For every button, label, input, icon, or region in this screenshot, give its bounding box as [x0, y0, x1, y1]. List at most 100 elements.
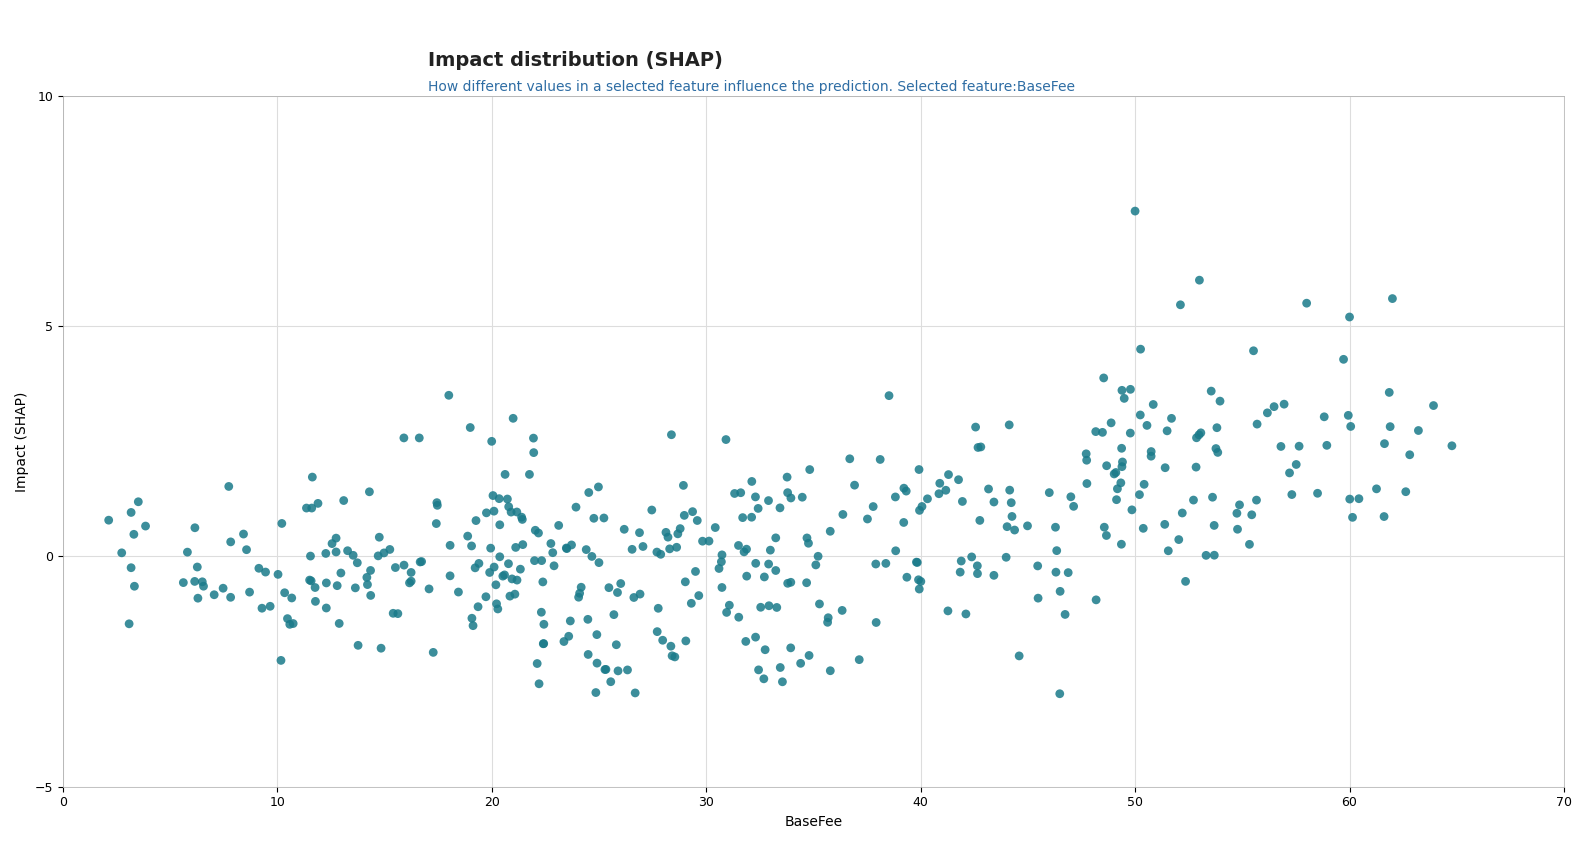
Point: [703, 521, 728, 534]
Point: [121, 528, 146, 541]
Point: [357, 485, 382, 499]
Point: [406, 431, 432, 445]
Point: [892, 481, 917, 495]
Text: Impact distribution (SHAP): Impact distribution (SHAP): [428, 51, 724, 70]
Point: [755, 494, 781, 507]
Point: [732, 545, 757, 559]
Point: [1284, 457, 1309, 471]
Point: [509, 512, 535, 526]
Point: [532, 618, 557, 631]
Point: [576, 486, 601, 500]
Point: [1122, 204, 1147, 218]
Point: [646, 602, 671, 615]
Point: [563, 500, 589, 514]
Point: [949, 495, 974, 508]
Point: [1338, 419, 1363, 433]
Point: [906, 504, 932, 517]
Point: [1339, 511, 1365, 524]
Point: [281, 617, 306, 630]
Point: [592, 511, 617, 525]
Point: [965, 567, 990, 581]
Point: [1371, 437, 1397, 451]
Point: [619, 543, 644, 556]
Point: [614, 663, 640, 677]
Point: [893, 571, 919, 584]
Point: [122, 580, 148, 593]
Point: [1393, 485, 1419, 499]
Point: [438, 538, 463, 552]
Point: [324, 545, 349, 559]
Text: How different values in a selected feature influence the prediction. Selected fe: How different values in a selected featu…: [428, 80, 1076, 95]
Point: [313, 547, 338, 560]
Point: [735, 570, 760, 583]
Point: [216, 479, 241, 493]
Point: [1305, 486, 1330, 500]
Point: [359, 588, 384, 602]
Point: [495, 492, 521, 506]
Point: [329, 566, 354, 580]
Point: [211, 582, 236, 595]
Point: [530, 637, 555, 651]
Point: [495, 557, 521, 571]
Point: [757, 544, 782, 557]
Point: [425, 499, 451, 512]
Point: [965, 441, 990, 454]
Point: [908, 575, 933, 588]
Point: [252, 565, 278, 579]
Point: [755, 557, 781, 571]
Point: [768, 661, 794, 674]
Point: [1287, 440, 1312, 453]
Point: [976, 482, 1001, 495]
Point: [1181, 493, 1206, 506]
Point: [1166, 533, 1192, 546]
Point: [906, 463, 932, 476]
Point: [505, 506, 530, 519]
Point: [500, 412, 525, 425]
Point: [743, 630, 768, 644]
Point: [1128, 343, 1154, 356]
Point: [582, 686, 608, 700]
Point: [487, 550, 513, 564]
Point: [830, 508, 855, 522]
Point: [954, 607, 979, 620]
Point: [1073, 447, 1098, 461]
Point: [481, 489, 506, 502]
Point: [654, 526, 679, 539]
Point: [608, 576, 633, 590]
Point: [249, 602, 275, 615]
Point: [1224, 506, 1249, 520]
Point: [473, 590, 498, 603]
Point: [863, 616, 889, 630]
Point: [521, 431, 546, 445]
Point: [1047, 687, 1073, 701]
Point: [767, 501, 792, 515]
Point: [528, 554, 554, 567]
Point: [1127, 488, 1152, 501]
Point: [621, 591, 646, 604]
Point: [655, 530, 681, 544]
Point: [1336, 408, 1362, 422]
Point: [1225, 522, 1251, 536]
Point: [327, 617, 352, 630]
Point: [509, 538, 535, 551]
Point: [981, 495, 1006, 509]
Point: [747, 601, 773, 614]
Point: [497, 589, 522, 603]
Point: [246, 561, 271, 575]
Point: [657, 542, 682, 555]
Point: [1119, 503, 1144, 517]
Point: [271, 586, 297, 599]
Point: [546, 519, 571, 533]
Point: [611, 522, 636, 536]
Point: [1205, 446, 1230, 459]
Point: [1152, 517, 1178, 531]
Point: [298, 574, 324, 587]
Point: [1093, 459, 1119, 473]
Point: [586, 480, 611, 494]
Point: [1311, 410, 1336, 424]
Point: [416, 582, 441, 596]
Point: [305, 496, 330, 510]
Point: [906, 582, 932, 596]
Point: [981, 569, 1006, 582]
Point: [763, 531, 789, 544]
